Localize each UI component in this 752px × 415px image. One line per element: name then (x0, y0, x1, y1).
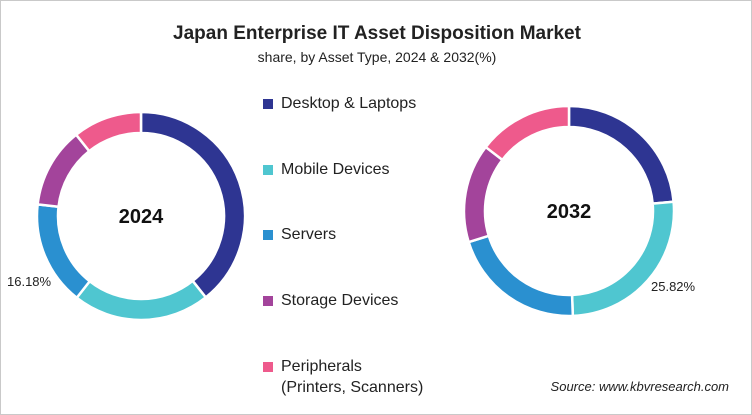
donut-segment-2024-4 (74, 110, 143, 153)
donut-segment-2032-4 (483, 104, 571, 162)
legend-label: Desktop & Laptops (281, 95, 417, 112)
legend-item: Desktop & Laptops (263, 93, 416, 114)
legend-label: Mobile Devices (281, 161, 390, 178)
legend-item: Storage Devices (263, 290, 398, 311)
legend-swatch (263, 99, 273, 109)
donut-center-label: 2032 (547, 201, 592, 223)
chart-title: Japan Enterprise IT Asset Disposition Ma… (173, 23, 581, 44)
legend-label: Servers (281, 226, 337, 243)
source-note: Source: www.kbvresearch.com (550, 379, 729, 394)
legend-swatch (263, 296, 273, 306)
donut-segment-2024-0 (139, 110, 247, 300)
legend-swatch (263, 362, 273, 372)
data-label: 25.82% (651, 279, 696, 294)
donut-segment-2024-1 (74, 279, 208, 322)
legend-swatch (263, 230, 273, 240)
donut-segment-2032-3 (462, 145, 505, 244)
legend-item: Servers (263, 224, 336, 245)
legend-label: Peripherals (Printers, Scanners) (281, 358, 424, 396)
legend-item: Peripherals (Printers, Scanners) (263, 356, 423, 398)
legend-item: Mobile Devices (263, 159, 389, 180)
legend-swatch (263, 165, 273, 175)
legend-label: Storage Devices (281, 292, 399, 309)
data-label: 16.18% (7, 274, 52, 289)
donut-segment-2024-3 (36, 132, 91, 209)
chart-subtitle: share, by Asset Type, 2024 & 2032(%) (257, 49, 497, 65)
donut-segment-2032-2 (467, 234, 575, 318)
donut-segment-2032-0 (567, 104, 675, 205)
donut-center-label: 2024 (119, 206, 164, 228)
